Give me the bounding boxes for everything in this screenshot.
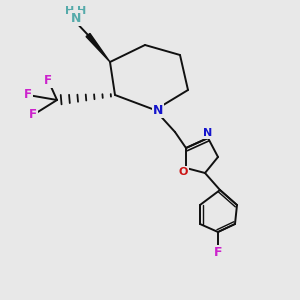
Text: F: F	[214, 247, 222, 260]
Text: F: F	[24, 88, 32, 101]
Text: F: F	[29, 109, 37, 122]
Text: N: N	[153, 103, 163, 116]
Text: N: N	[203, 128, 213, 138]
Text: F: F	[44, 74, 52, 86]
Text: O: O	[178, 167, 188, 177]
Polygon shape	[86, 33, 110, 62]
Text: H: H	[77, 6, 87, 16]
Text: N: N	[71, 11, 81, 25]
Text: H: H	[65, 6, 75, 16]
